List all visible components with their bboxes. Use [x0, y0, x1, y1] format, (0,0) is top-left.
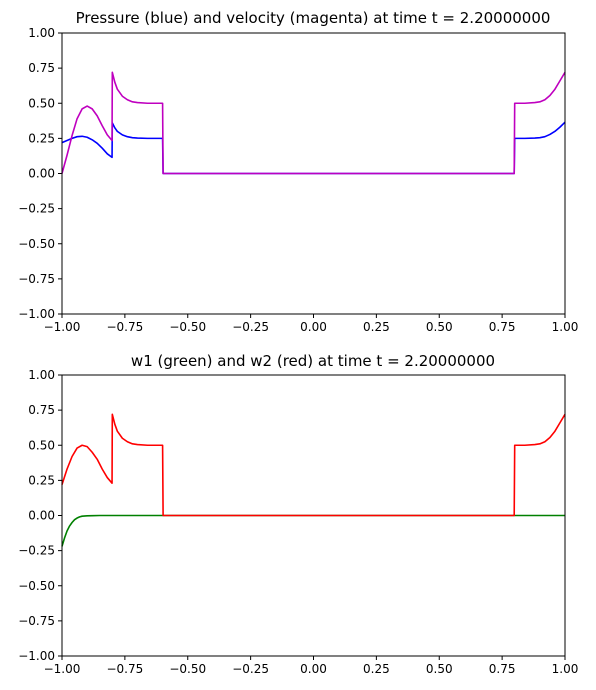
x-axis: −1.00 −0.75 −0.50 −0.25 0.00 0.25 0.50 0.75 1.00 — [44, 314, 579, 334]
series-line-1 — [61, 413, 566, 517]
y-tick-label: −1.00 — [18, 649, 55, 663]
x-tick-label: −0.25 — [232, 320, 269, 334]
series-line-0 — [61, 514, 565, 547]
y-tick-label: −0.75 — [18, 272, 55, 286]
x-tick-label: 1.00 — [552, 662, 579, 676]
x-tick-label: 0.75 — [489, 662, 516, 676]
series-line-0 — [61, 121, 566, 175]
y-tick-label: 1.00 — [28, 368, 55, 382]
x-tick-label: 0.25 — [363, 662, 390, 676]
y-tick-label: 0.75 — [28, 61, 55, 75]
chart-w1-w2: w1 (green) and w2 (red) at time t = 2.20… — [18, 352, 578, 676]
x-tick-label: −0.25 — [232, 662, 269, 676]
y-tick-label: −0.25 — [18, 544, 55, 558]
axes-frame — [61, 32, 566, 315]
x-tick-label: 0.00 — [300, 320, 327, 334]
y-axis: −1.00 −0.75 −0.50 −0.25 0.00 0.25 0.50 0.75 1.00 — [18, 26, 62, 321]
y-tick-label: 0.50 — [28, 96, 55, 110]
x-tick-label: 1.00 — [552, 320, 579, 334]
x-tick-label: −0.75 — [106, 662, 143, 676]
x-tick-label: 0.50 — [426, 320, 453, 334]
y-tick-label: −0.50 — [18, 237, 55, 251]
plot-area — [61, 71, 566, 175]
y-tick-label: −1.00 — [18, 307, 55, 321]
x-tick-label: −0.50 — [169, 320, 206, 334]
x-tick-label: 0.50 — [426, 662, 453, 676]
x-axis: −1.00 −0.75 −0.50 −0.25 0.00 0.25 0.50 0.75 1.00 — [44, 656, 579, 676]
x-tick-label: 0.75 — [489, 320, 516, 334]
x-tick-label: −1.00 — [44, 662, 81, 676]
chart-pressure-velocity: Pressure (blue) and velocity (magenta) a… — [18, 9, 578, 334]
y-tick-label: 0.00 — [28, 509, 55, 523]
x-tick-label: 0.00 — [300, 662, 327, 676]
y-tick-label: 1.00 — [28, 26, 55, 40]
y-tick-label: −0.25 — [18, 202, 55, 216]
x-tick-label: 0.25 — [363, 320, 390, 334]
plot-area — [61, 413, 566, 547]
y-tick-label: 0.25 — [28, 473, 55, 487]
axes-frame — [61, 374, 566, 657]
y-axis: −1.00 −0.75 −0.50 −0.25 0.00 0.25 0.50 0.75 1.00 — [18, 368, 62, 663]
x-tick-label: −0.50 — [169, 662, 206, 676]
series-line-1 — [61, 71, 566, 175]
x-tick-label: −1.00 — [44, 320, 81, 334]
y-tick-label: 0.50 — [28, 438, 55, 452]
chart-title: Pressure (blue) and velocity (magenta) a… — [76, 9, 551, 27]
x-tick-label: −0.75 — [106, 320, 143, 334]
y-tick-label: −0.75 — [18, 614, 55, 628]
y-tick-label: 0.00 — [28, 167, 55, 181]
chart-title: w1 (green) and w2 (red) at time t = 2.20… — [131, 352, 495, 370]
y-tick-label: −0.50 — [18, 579, 55, 593]
y-tick-label: 0.75 — [28, 403, 55, 417]
y-tick-label: 0.25 — [28, 131, 55, 145]
